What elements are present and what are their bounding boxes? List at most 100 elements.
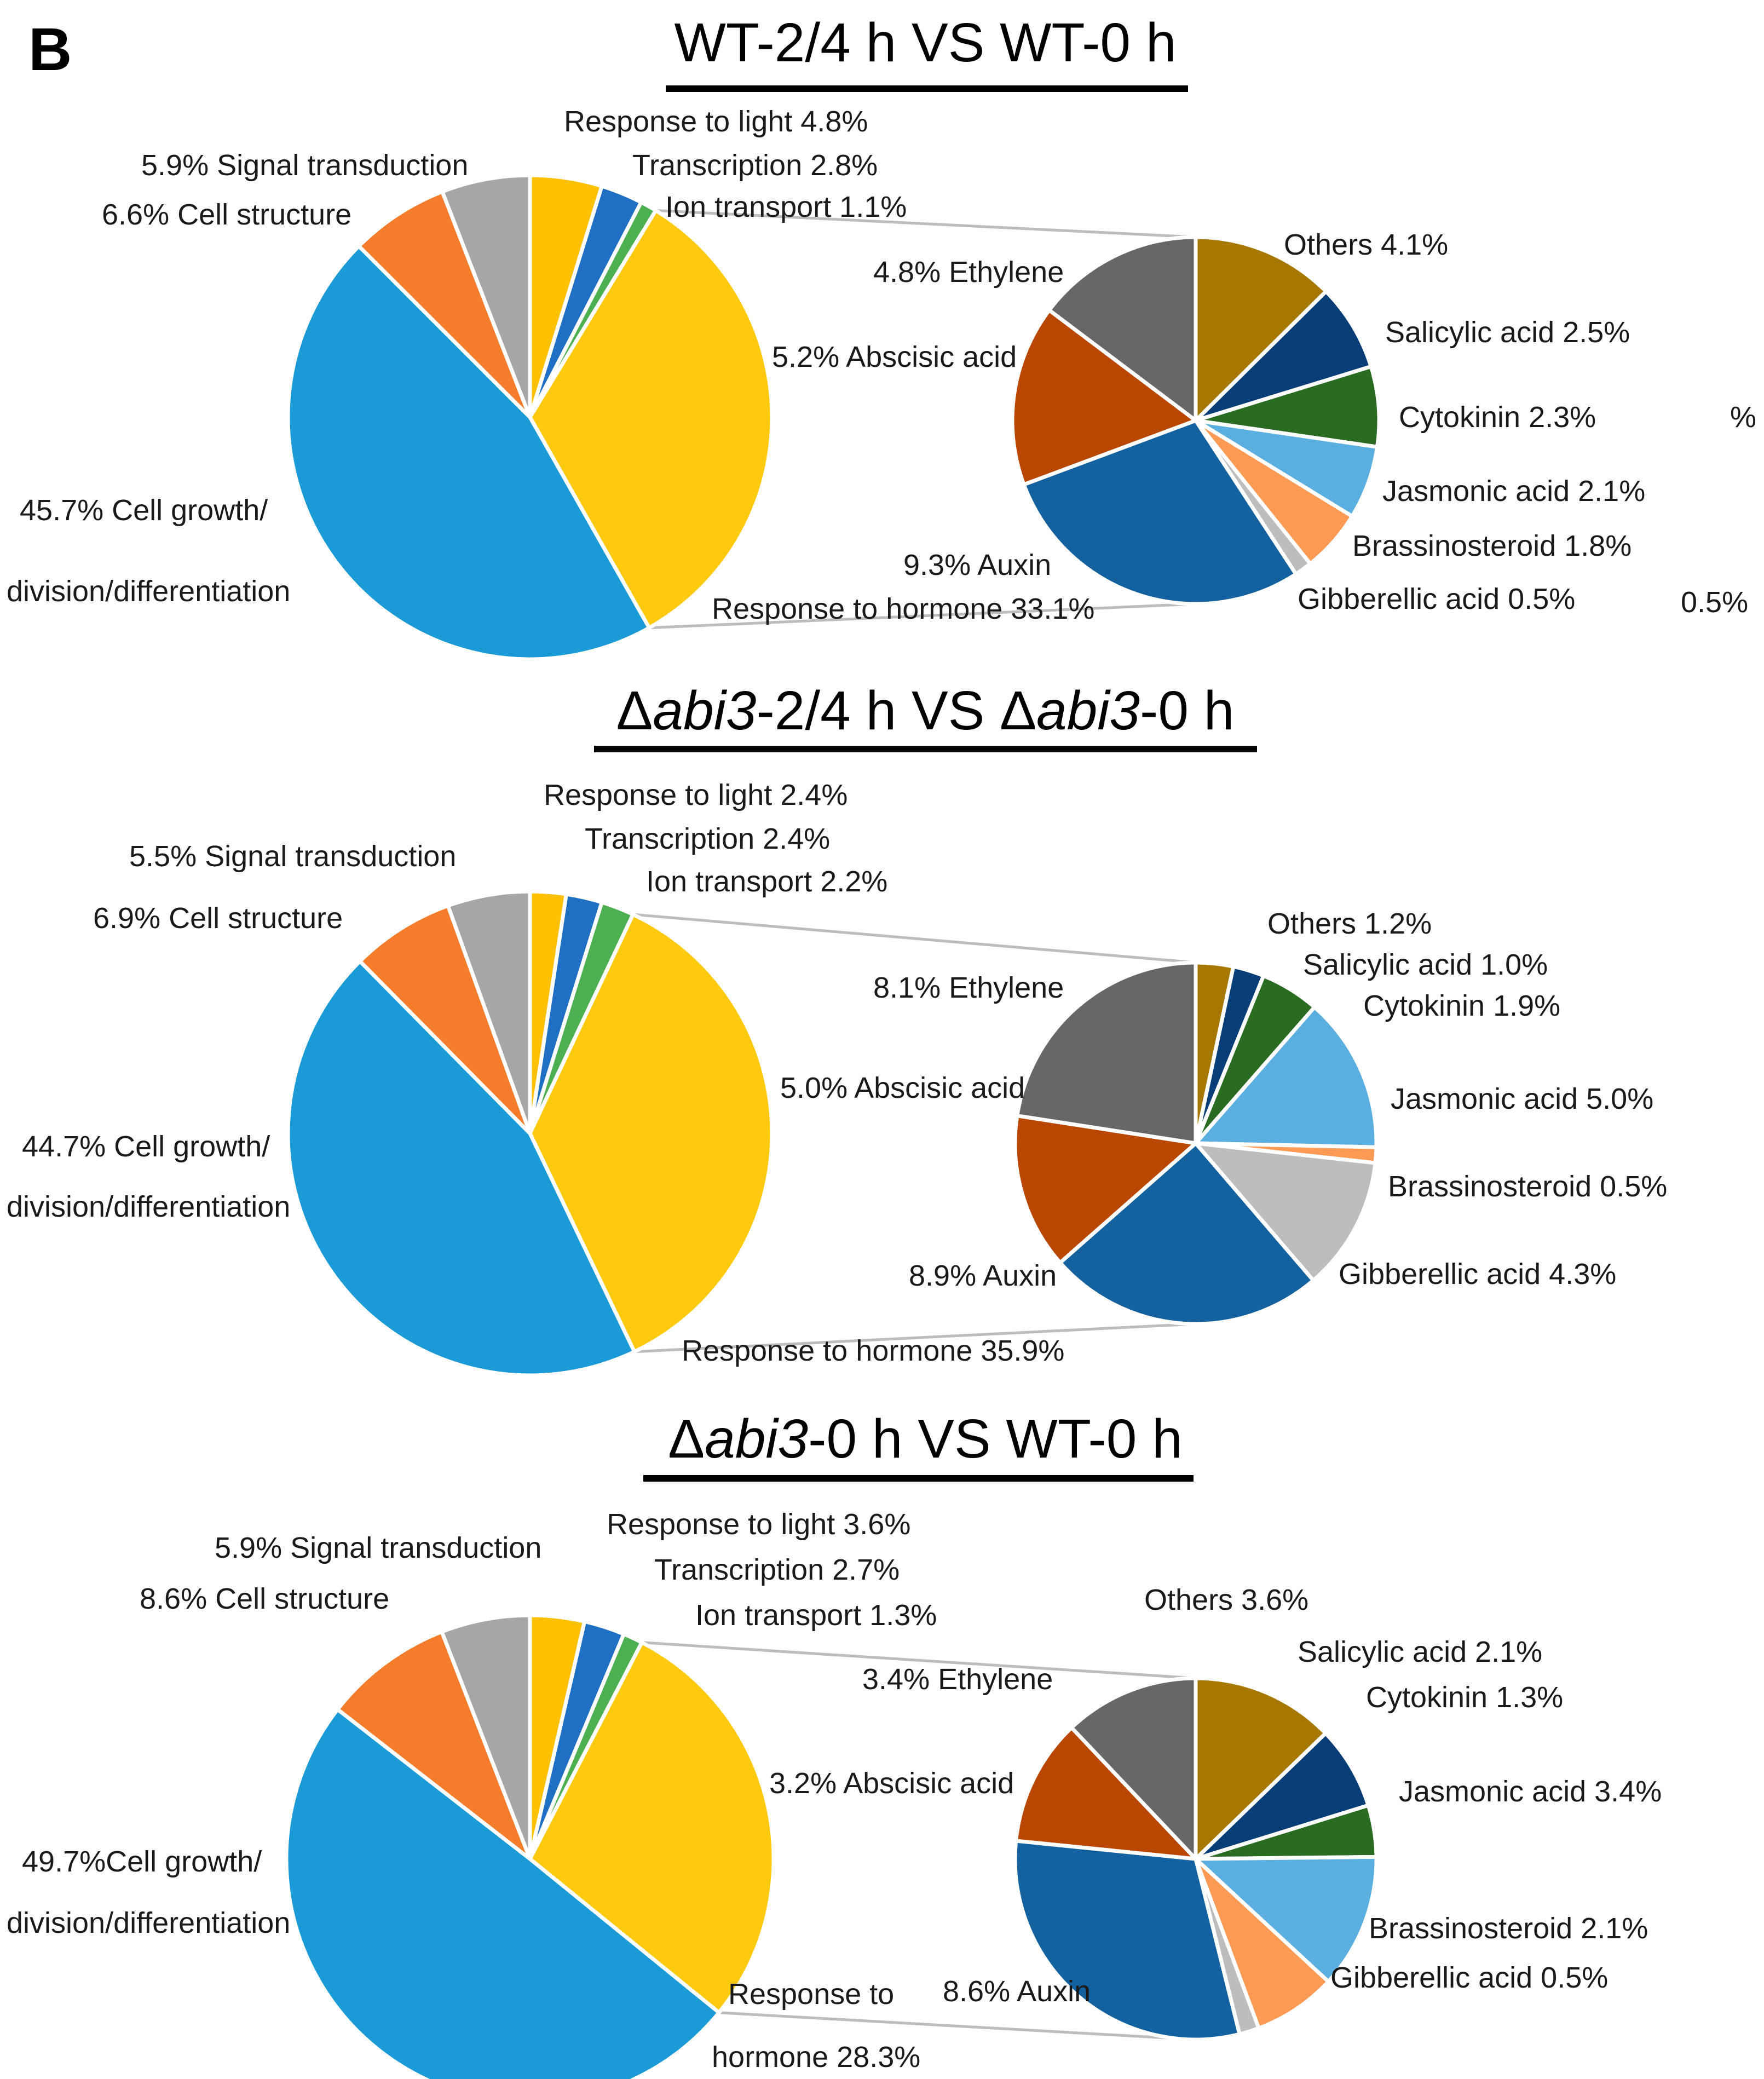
label-salicylic-acid: Salicylic acid 2.5% xyxy=(1385,316,1630,349)
hormone-slice-abscisic-acid xyxy=(1010,308,1198,487)
label-cell-structure: 8.6% Cell structure xyxy=(140,1582,389,1615)
label-abscisic-acid: 3.2% Abscisic acid xyxy=(769,1767,1014,1800)
label-others: Others 4.1% xyxy=(1284,228,1448,261)
label-cell-growth-line2: division/differentiation xyxy=(7,1190,290,1223)
label-ethylene: 8.1% Ethylene xyxy=(873,971,1064,1004)
label-response-to-light: Response to light 2.4% xyxy=(544,779,848,811)
label-response-to-hormone-line1: Response to xyxy=(728,1978,894,2011)
main-slice-cell-structure xyxy=(358,903,532,1136)
label-ethylene: 4.8% Ethylene xyxy=(873,256,1064,289)
main-pie xyxy=(284,1613,776,2079)
label-response-to-hormone: Response to hormone 33.1% xyxy=(712,592,1094,625)
label-gibberellic-acid: Gibberellic acid 4.3% xyxy=(1339,1258,1616,1291)
label-others: Others 3.6% xyxy=(1144,1583,1308,1616)
connector-line-top xyxy=(632,913,1196,964)
label-auxin: 8.6% Auxin xyxy=(943,1975,1091,2008)
hormone-slice-brassinosteroid xyxy=(1194,1857,1330,2030)
label-cytokinin: Cytokinin 1.3% xyxy=(1366,1681,1563,1714)
stray-label-0-5-percent: 0.5% xyxy=(1681,586,1748,619)
label-response-to-light: Response to light 4.8% xyxy=(564,105,868,138)
hormone-pie xyxy=(1013,960,1379,1326)
chart-abi3-24h-vs-abi3-0h: Δabi3-2/4 h VS Δabi3-0 h Response to lig… xyxy=(7,680,1667,1378)
label-brassinosteroid: Brassinosteroid 2.1% xyxy=(1369,1912,1648,1945)
hormone-slice-others xyxy=(1194,235,1328,423)
label-salicylic-acid: Salicylic acid 2.1% xyxy=(1298,1635,1542,1668)
connector-lines xyxy=(632,913,1196,1354)
main-slice-response-to-hormone xyxy=(528,1640,776,2015)
connector-line-bottom xyxy=(719,2011,1196,2041)
main-slice-cell-growth-division-differentiation xyxy=(286,244,652,661)
label-signal-transduction: 5.9% Signal transduction xyxy=(141,149,468,182)
hormone-pie xyxy=(1010,235,1381,606)
hormone-slice-others xyxy=(1194,1676,1328,1861)
main-pie xyxy=(286,889,774,1378)
hormone-slice-auxin xyxy=(1022,418,1298,606)
label-ion-transport: Ion transport 2.2% xyxy=(646,865,887,898)
label-jasmonic-acid: Jasmonic acid 2.1% xyxy=(1382,475,1645,508)
hormone-slice-ethylene xyxy=(1069,1676,1198,1861)
hormone-slice-salicylic-acid xyxy=(1194,289,1373,423)
label-cytokinin: Cytokinin 2.3% xyxy=(1399,401,1596,434)
label-cell-growth-line2: division/differentiation xyxy=(7,575,290,608)
label-response-to-hormone-line2: hormone 28.3% xyxy=(712,2041,920,2074)
chart-title: Δabi3-2/4 h VS Δabi3-0 h xyxy=(616,680,1235,741)
label-cell-growth: 49.7%Cell growth/ division/differentiati… xyxy=(7,1845,290,1939)
main-slice-signal-transduction xyxy=(440,173,532,419)
label-cell-growth: 45.7% Cell growth/ division/differentiat… xyxy=(7,494,290,608)
label-gibberellic-acid: Gibberellic acid 0.5% xyxy=(1330,1961,1608,1994)
connector-line-top xyxy=(642,1641,1196,1680)
hormone-slice-ethylene xyxy=(1015,960,1198,1145)
connector-lines xyxy=(649,209,1196,630)
hormone-slice-auxin xyxy=(1013,1839,1242,2042)
connector-line-bottom xyxy=(649,602,1196,630)
label-brassinosteroid: Brassinosteroid 1.8% xyxy=(1352,529,1632,562)
label-cell-structure: 6.9% Cell structure xyxy=(93,902,343,935)
label-abscisic-acid: 5.0% Abscisic acid xyxy=(780,1072,1025,1104)
label-cell-growth-line1: 44.7% Cell growth/ xyxy=(22,1130,270,1163)
hormone-pie xyxy=(1013,1676,1379,2042)
connector-lines xyxy=(642,1641,1196,2041)
label-response-to-hormone: Response to hormone 35.9% xyxy=(682,1334,1064,1367)
label-ion-transport: Ion transport 1.1% xyxy=(665,191,907,223)
label-brassinosteroid: Brassinosteroid 0.5% xyxy=(1388,1170,1667,1203)
hormone-slice-salicylic-acid xyxy=(1194,1731,1370,1861)
label-cell-growth-line2: division/differentiation xyxy=(7,1907,290,1939)
chart-title: WT-2/4 h VS WT-0 h xyxy=(675,12,1177,73)
main-slice-signal-transduction xyxy=(440,1613,532,1861)
hormone-slice-ethylene xyxy=(1047,235,1198,423)
hormone-slice-gibberellic-acid xyxy=(1194,1141,1377,1283)
label-transcription: Transcription 2.4% xyxy=(585,822,830,855)
hormone-slice-jasmonic-acid xyxy=(1194,1855,1379,1984)
label-cytokinin: Cytokinin 1.9% xyxy=(1363,989,1560,1022)
hormone-slice-abscisic-acid xyxy=(1014,1725,1198,1861)
label-response-to-hormone: Response to hormone 28.3% xyxy=(712,1978,920,2074)
label-salicylic-acid: Salicylic acid 1.0% xyxy=(1303,948,1548,981)
main-slice-cell-structure xyxy=(356,189,532,419)
label-transcription: Transcription 2.8% xyxy=(632,149,878,182)
label-signal-transduction: 5.5% Signal transduction xyxy=(129,840,456,873)
chart-wt-24h-vs-wt-0h: WT-2/4 h VS WT-0 h Response to light 4.8… xyxy=(7,12,1756,661)
main-slice-response-to-hormone xyxy=(528,912,774,1354)
label-abscisic-acid: 5.2% Abscisic acid xyxy=(772,341,1017,373)
label-cell-structure: 6.6% Cell structure xyxy=(102,198,351,231)
label-response-to-light: Response to light 3.6% xyxy=(607,1508,910,1541)
chart-abi3-0h-vs-wt-0h: Δabi3-0 h VS WT-0 h Response to light 3.… xyxy=(7,1408,1662,2079)
label-jasmonic-acid: Jasmonic acid 5.0% xyxy=(1391,1082,1653,1115)
label-cell-growth-line1: 49.7%Cell growth/ xyxy=(22,1845,262,1878)
main-pie xyxy=(286,173,774,661)
stray-label-percent: % xyxy=(1730,401,1756,434)
main-slice-cell-growth-division-differentiation xyxy=(286,959,637,1378)
label-jasmonic-acid: Jasmonic acid 3.4% xyxy=(1399,1775,1662,1808)
label-ion-transport: Ion transport 1.3% xyxy=(695,1599,937,1632)
label-cell-growth: 44.7% Cell growth/ division/differentiat… xyxy=(7,1130,290,1223)
hormone-slice-jasmonic-acid xyxy=(1194,1005,1379,1149)
label-auxin: 9.3% Auxin xyxy=(903,549,1051,581)
connector-line-bottom xyxy=(634,1322,1196,1354)
label-others: Others 1.2% xyxy=(1267,907,1432,940)
panel-label: B xyxy=(28,16,72,83)
main-slice-cell-structure xyxy=(336,1629,532,1861)
label-auxin: 8.9% Auxin xyxy=(909,1259,1057,1292)
main-slice-cell-growth-division-differentiation xyxy=(284,1707,721,2079)
chart-title: Δabi3-0 h VS WT-0 h xyxy=(668,1408,1182,1470)
